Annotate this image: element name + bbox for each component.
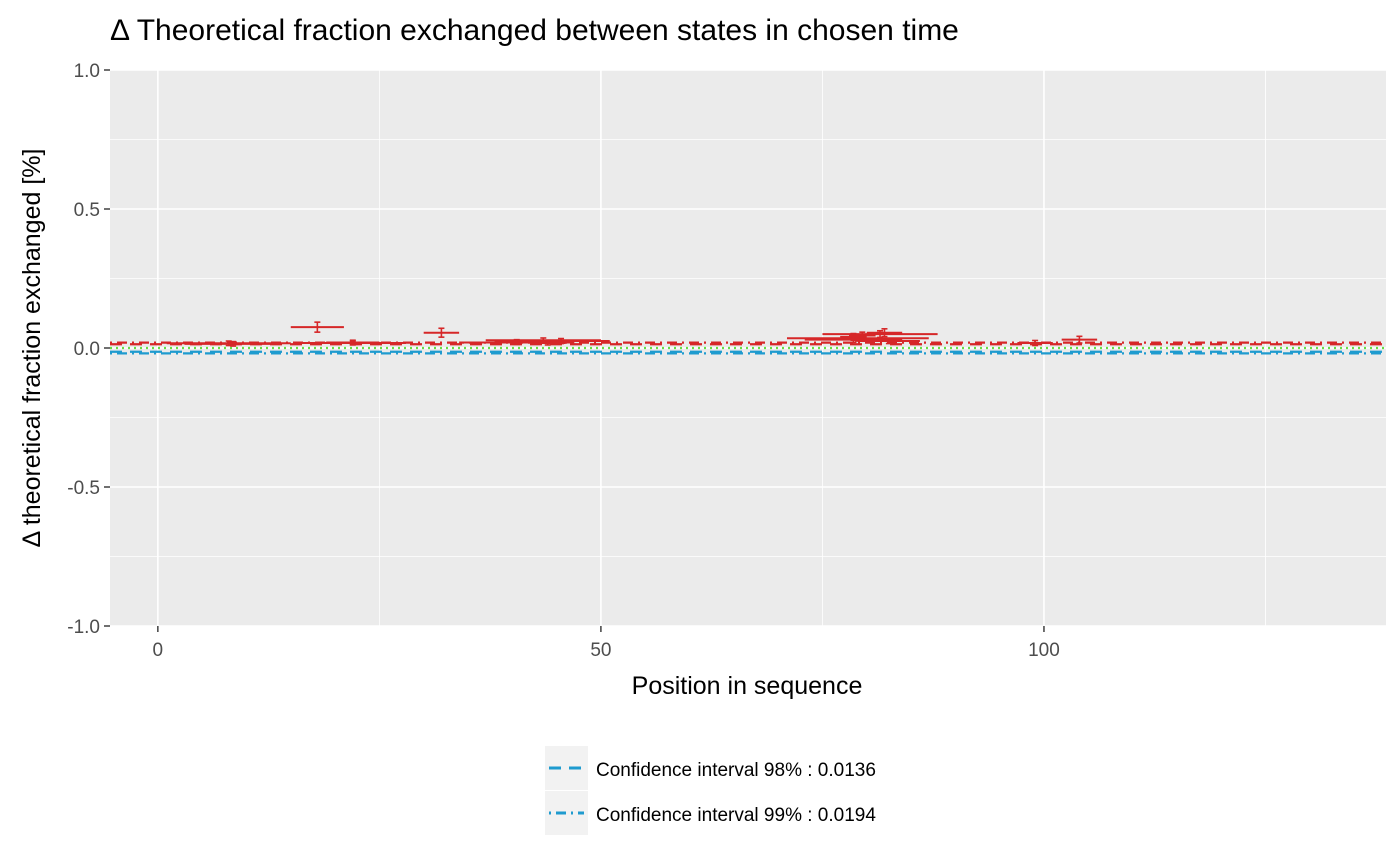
y-tick-label: -1.0 (67, 617, 100, 638)
legend-label-99: Confidence interval 99% : 0.0194 (596, 805, 876, 826)
y-axis: -1.0 -0.5 0.0 0.5 1.0 (67, 61, 110, 638)
peptide-marks (166, 321, 1098, 347)
y-tick-label: 0.0 (74, 339, 100, 360)
y-tick-label: 0.5 (74, 200, 100, 221)
y-axis-title: Δ theoretical fraction exchanged [%] (18, 149, 46, 548)
x-tick-label: 100 (1028, 640, 1060, 661)
x-axis: 0 50 100 (153, 626, 1060, 661)
legend: Confidence interval 98% : 0.0136 Confide… (545, 746, 876, 835)
grid-major (110, 69, 1386, 627)
y-tick-label: 1.0 (74, 61, 100, 82)
x-tick-label: 0 (153, 640, 164, 661)
x-axis-title: Position in sequence (632, 672, 863, 700)
y-tick-label: -0.5 (67, 478, 100, 499)
chart-title: Δ Theoretical fraction exchanged between… (110, 14, 959, 47)
legend-label-98: Confidence interval 98% : 0.0136 (596, 760, 876, 781)
x-tick-label: 50 (590, 640, 611, 661)
